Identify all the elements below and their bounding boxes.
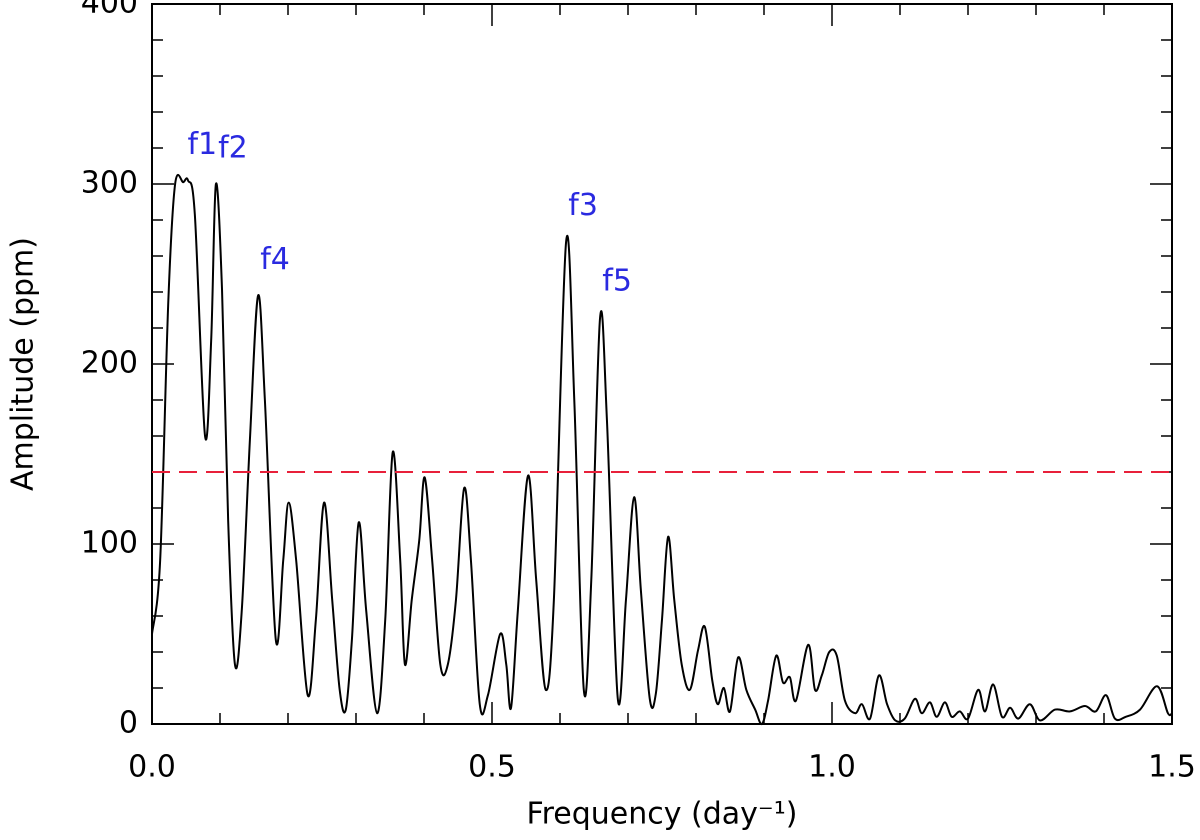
y-tick-label: 300	[81, 166, 138, 201]
y-axis-label: Amplitude (ppm)	[6, 237, 41, 491]
x-tick-label: 0.0	[128, 750, 176, 785]
y-tick-label: 200	[81, 346, 138, 381]
y-tick-label: 0	[119, 706, 138, 741]
x-tick-label: 1.0	[808, 750, 856, 785]
x-tick-label: 1.5	[1148, 750, 1196, 785]
peak-annotation: f1	[187, 127, 217, 162]
y-tick-label: 400	[81, 0, 138, 21]
spectrum-line	[151, 173, 1173, 726]
peak-annotation: f5	[602, 264, 632, 299]
peak-annotation: f3	[568, 188, 598, 223]
y-tick-label: 100	[81, 526, 138, 561]
x-axis-label: Frequency (day⁻¹)	[527, 797, 798, 832]
x-tick-label: 0.5	[468, 750, 516, 785]
peak-annotation: f2	[218, 131, 248, 166]
peak-annotation: f4	[260, 242, 290, 277]
